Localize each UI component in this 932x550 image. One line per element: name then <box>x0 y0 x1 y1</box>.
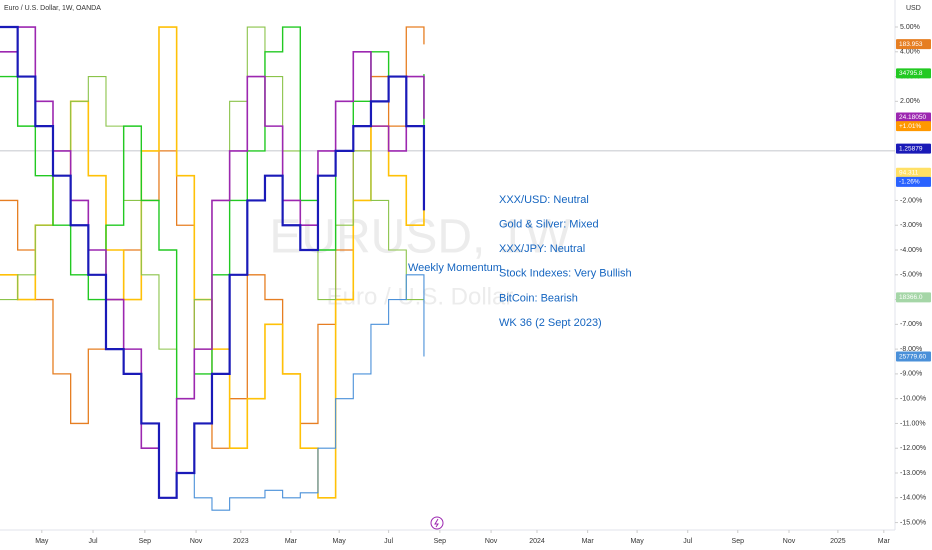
event-icon-bolt <box>434 518 439 528</box>
price-label: 18366.0 <box>899 294 923 301</box>
annotation: Stock Indexes: Very Bullish <box>499 268 632 280</box>
y-tick-label: -12.00% <box>900 445 926 452</box>
x-tick-label: Jul <box>384 538 393 545</box>
annotation: XXX/JPY: Neutral <box>499 243 585 255</box>
price-label: -1.26% <box>899 179 920 186</box>
x-tick-label: Mar <box>285 538 298 545</box>
annotation: Gold & Silver: Mixed <box>499 219 599 231</box>
x-tick-label: Mar <box>582 538 595 545</box>
y-tick-label: -11.00% <box>900 420 926 427</box>
price-label: 1.25879 <box>899 145 923 152</box>
y-tick-label: -4.00% <box>900 247 922 254</box>
y-tick-label: -8.00% <box>900 346 922 353</box>
annotation-title: Weekly Momentum <box>408 262 502 274</box>
price-label-bg <box>896 112 931 123</box>
price-label: 24.18050 <box>899 114 926 121</box>
x-tick-label: 2024 <box>529 538 545 545</box>
price-label-bg <box>896 68 931 79</box>
x-tick-label: Jul <box>89 538 98 545</box>
x-tick-label: 2023 <box>233 538 249 545</box>
annotation: BitCoin: Bearish <box>499 292 578 304</box>
x-tick-label: May <box>35 538 49 545</box>
x-tick-label: Nov <box>485 538 498 545</box>
watermark: EURUSD, 1W <box>269 211 571 264</box>
x-tick-label: Nov <box>190 538 203 545</box>
event-icon[interactable] <box>430 516 444 530</box>
x-tick-label: May <box>333 538 347 545</box>
x-tick-label: Nov <box>783 538 796 545</box>
price-label: 94.311 <box>899 169 919 176</box>
price-label-bg <box>896 292 931 303</box>
price-label: 183.953 <box>899 41 923 48</box>
annotation: XXX/USD: Neutral <box>499 194 589 206</box>
series-line <box>176 274 425 511</box>
chart-title: Euro / U.S. Dollar, 1W, OANDA <box>4 5 101 12</box>
annotation: WK 36 (2 Sept 2023) <box>499 317 602 329</box>
price-label: 34795.8 <box>899 70 923 77</box>
y-tick-label: 4.00% <box>900 49 920 56</box>
x-tick-label: Jul <box>683 538 692 545</box>
y-tick-label: -9.00% <box>900 371 922 378</box>
y-tick-label: 2.00% <box>900 98 920 105</box>
price-label-bg <box>896 176 931 187</box>
x-tick-label: 2025 <box>830 538 846 545</box>
y-tick-label: -14.00% <box>900 495 926 502</box>
y-tick-label: -2.00% <box>900 197 922 204</box>
price-label-bg <box>896 143 931 154</box>
price-label-bg <box>896 351 931 362</box>
y-tick-label: -13.00% <box>900 470 926 477</box>
x-tick-label: Sep <box>139 538 152 545</box>
y-tick-label: -5.00% <box>900 272 922 279</box>
x-tick-label: Sep <box>434 538 447 545</box>
x-tick-label: May <box>630 538 644 545</box>
x-tick-label: Mar <box>878 538 891 545</box>
y-tick-label: -10.00% <box>900 396 926 403</box>
price-label-bg <box>896 167 931 178</box>
y-tick-label: -3.00% <box>900 222 922 229</box>
price-label: +1.01% <box>899 123 921 130</box>
x-tick-label: Sep <box>732 538 745 545</box>
series-line <box>0 25 426 499</box>
y-tick-label: -7.00% <box>900 321 922 328</box>
currency: USD <box>906 5 921 12</box>
y-tick-label: 5.00% <box>900 24 920 31</box>
watermark-sub: Euro / U.S. Dollar <box>327 283 514 310</box>
price-label-bg <box>896 39 931 50</box>
price-label: 25779.60 <box>899 353 926 360</box>
price-label-bg <box>896 121 931 132</box>
y-tick-label: -15.00% <box>900 519 926 526</box>
